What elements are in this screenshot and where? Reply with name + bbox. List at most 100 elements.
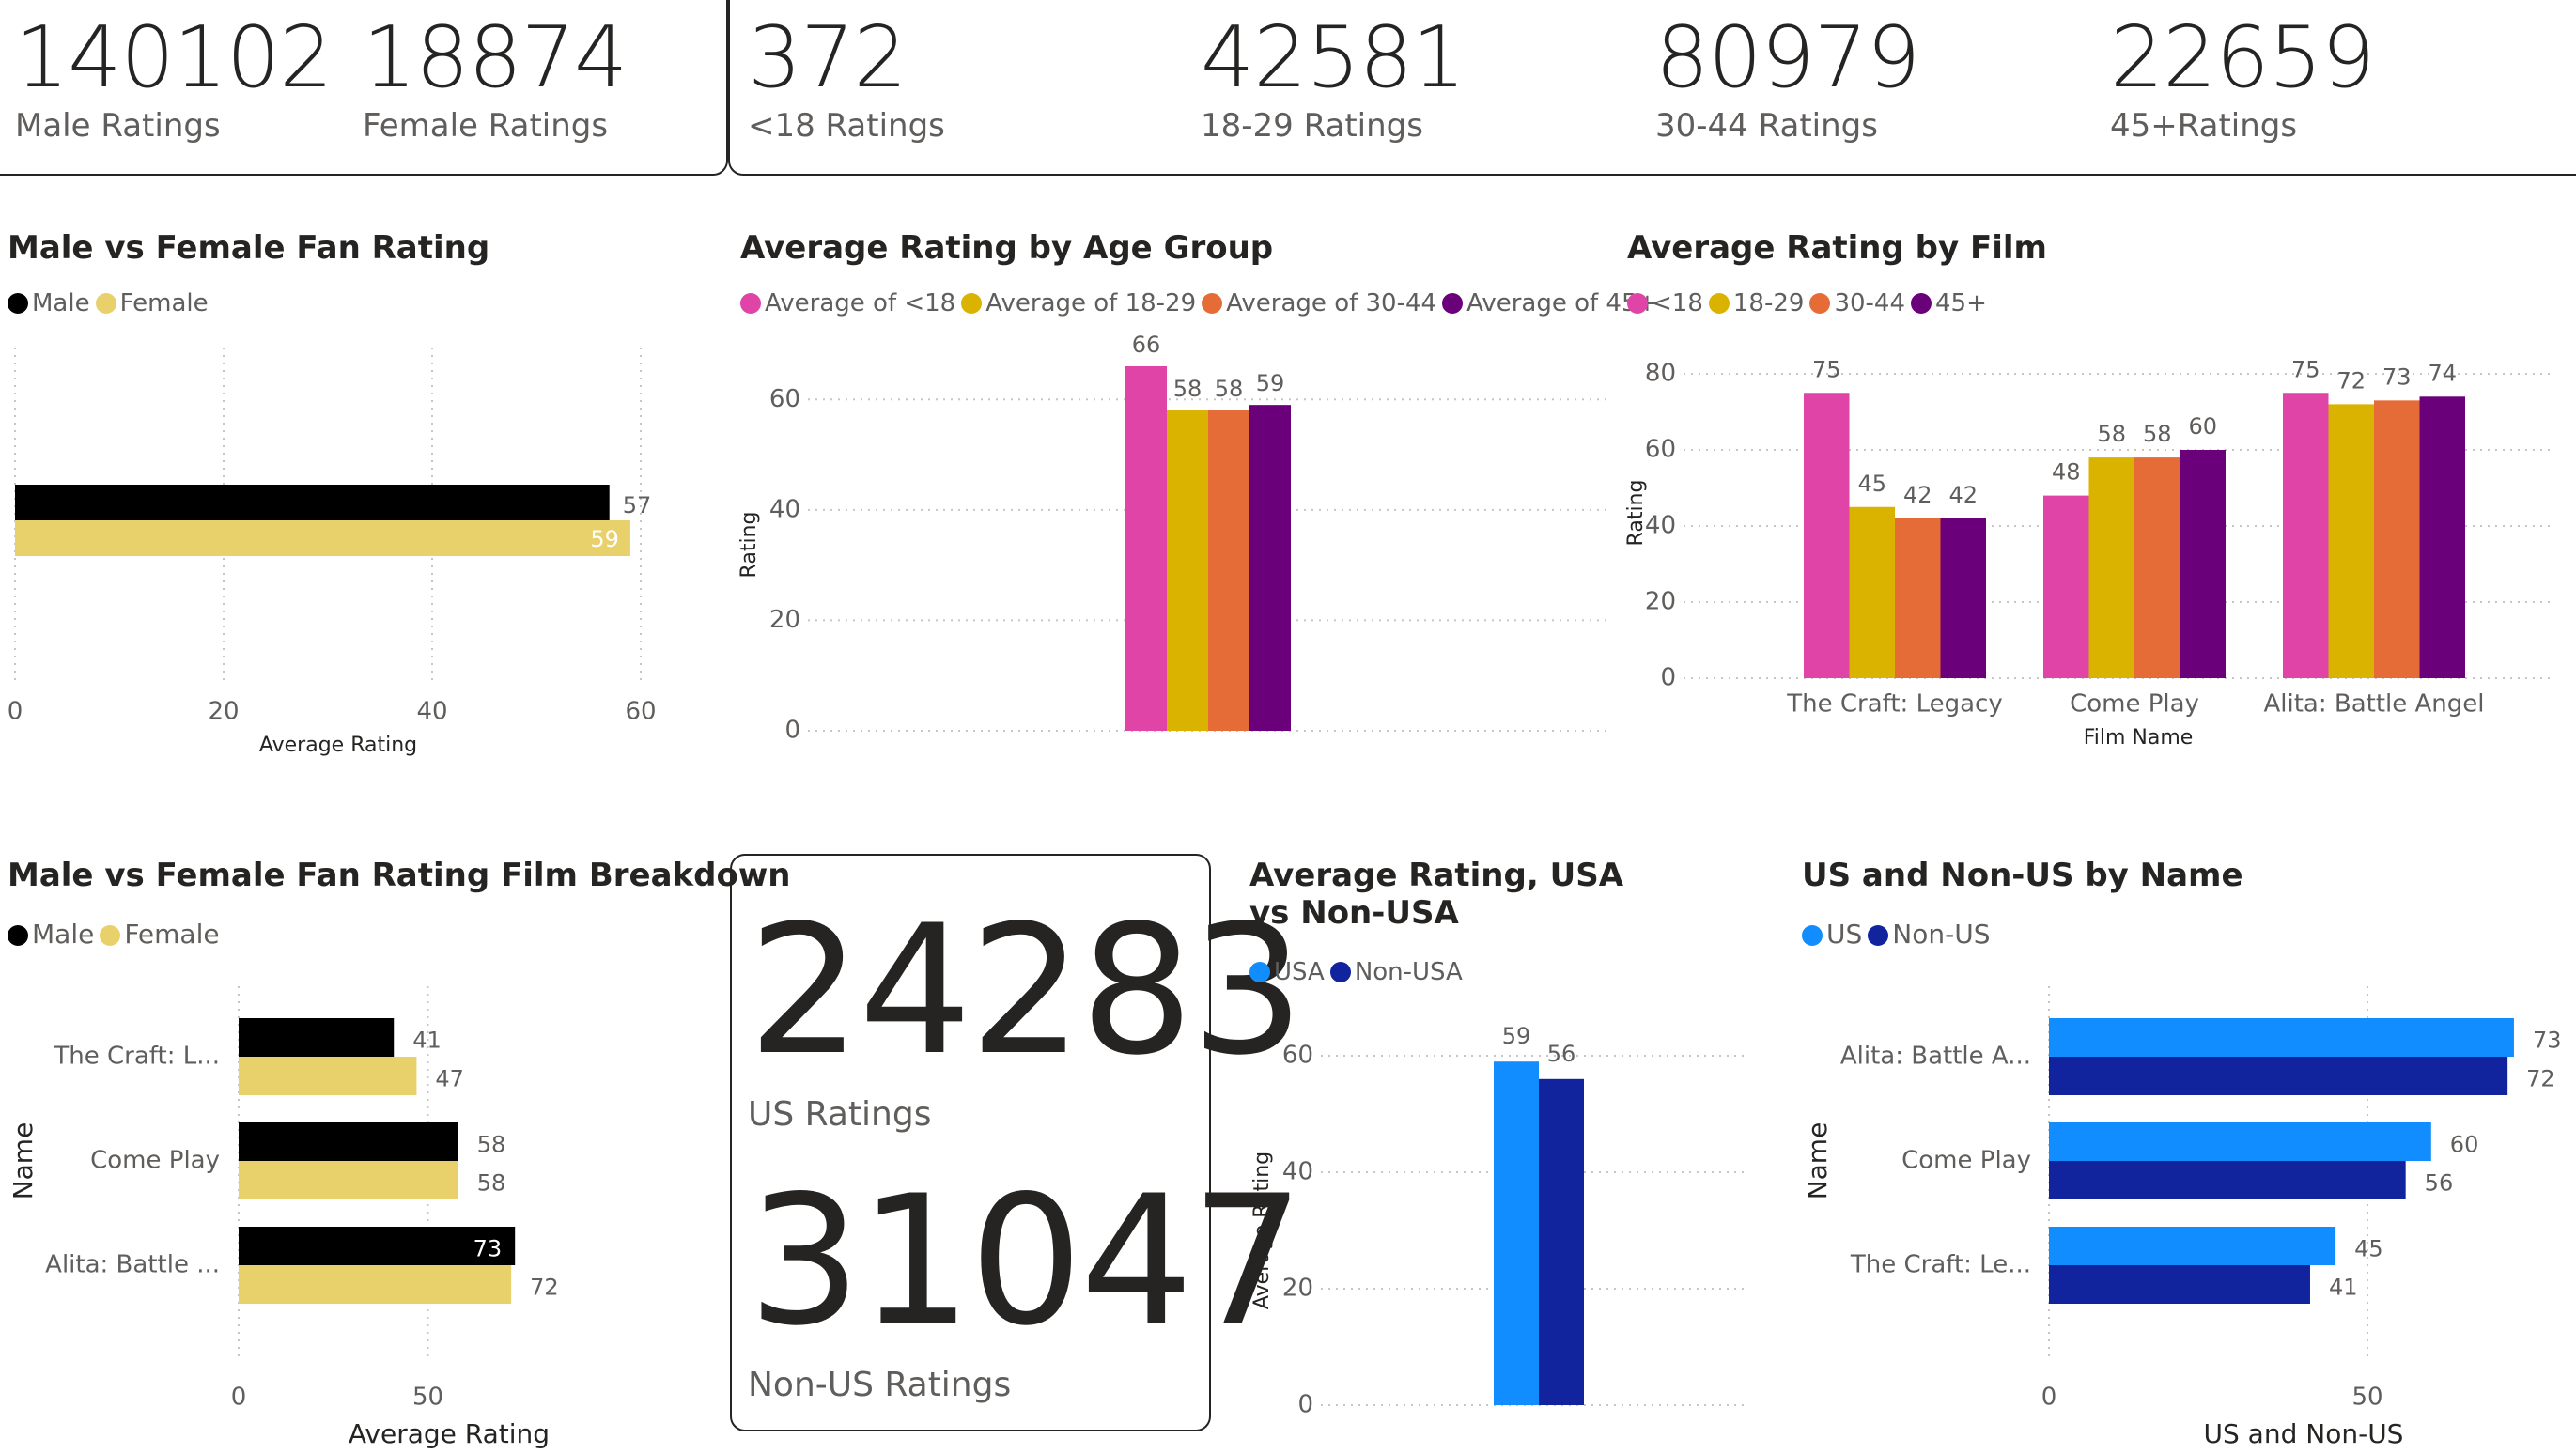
- x-tick-label: 0: [8, 698, 23, 726]
- chart-title: Male vs Female Fan Rating Film Breakdown: [8, 857, 791, 894]
- y-tick-label: 20: [1645, 588, 1676, 616]
- legend-label: Female: [119, 289, 209, 317]
- chart-title: Average Rating, USA vs Non-USA: [1249, 857, 1624, 932]
- y-axis-title: Average Rating: [1250, 1152, 1274, 1309]
- legend-label: US: [1826, 919, 1863, 950]
- data-label: 42: [1903, 482, 1932, 508]
- bar-female: [239, 1057, 417, 1095]
- legend-label: Non-US: [1892, 919, 1991, 950]
- legend-item[interactable]: USA: [1249, 958, 1325, 986]
- legend-item[interactable]: Male: [8, 289, 90, 317]
- bar--18: [2283, 393, 2329, 678]
- data-label: 56: [1547, 1041, 1576, 1067]
- us-nonus-by-name-chart: 0 50 US and Non-US Name Alita: Battle A... 73…: [1802, 986, 2562, 1449]
- y-tick-label: 60: [769, 385, 800, 413]
- bar-18-29: [2088, 457, 2134, 678]
- legend-dot-icon: [1708, 293, 1730, 314]
- kpi-label: Male Ratings: [15, 107, 221, 145]
- kpi-label: 30-44 Ratings: [1655, 107, 1878, 145]
- data-label: 58: [2143, 421, 2172, 447]
- legend-item[interactable]: 45+: [1911, 289, 1987, 317]
- bar-average-of-18: [1125, 366, 1167, 731]
- y-axis-title: Name: [8, 1122, 39, 1200]
- legend-item[interactable]: Female: [100, 919, 220, 950]
- kpi-18-29-ratings: 42581 18-29 Ratings: [1201, 11, 1466, 146]
- legend-item[interactable]: 18-29: [1708, 289, 1805, 317]
- data-label: 45: [2354, 1236, 2383, 1262]
- legend-item[interactable]: Male: [8, 919, 94, 950]
- legend-label: USA: [1274, 958, 1325, 986]
- legend-dot-icon: [740, 293, 761, 314]
- kpi-under18-ratings: 372 <18 Ratings: [748, 8, 945, 146]
- kpi-value: 372: [748, 8, 908, 107]
- y-tick-label: The Craft: Le...: [1850, 1251, 2031, 1279]
- legend-item[interactable]: Average of 18-29: [961, 289, 1196, 317]
- legend-item[interactable]: Female: [95, 289, 209, 317]
- legend-dot-icon: [1868, 925, 1889, 946]
- kpi-male-ratings: 140102 Male Ratings: [15, 11, 334, 146]
- kpi-value: 18874: [363, 8, 628, 107]
- kpi-label: 18-29 Ratings: [1201, 107, 1423, 145]
- legend-item[interactable]: Non-USA: [1329, 958, 1463, 986]
- legend-item[interactable]: Average of <18: [740, 289, 955, 317]
- data-label: 66: [1132, 332, 1161, 358]
- x-axis-title: Average Rating: [349, 1418, 550, 1449]
- x-axis-title: US and Non-US: [2204, 1418, 2404, 1449]
- legend-label: 18-29: [1732, 289, 1805, 317]
- y-axis-title: Name: [1802, 1122, 1833, 1200]
- legend-dot-icon: [1202, 293, 1223, 314]
- y-tick-label: Come Play: [90, 1147, 220, 1175]
- data-label: 58: [477, 1170, 506, 1197]
- data-label: 72: [2336, 367, 2366, 394]
- data-label: 75: [2291, 356, 2320, 382]
- kpi-label: 45+Ratings: [2110, 107, 2298, 145]
- data-label: 75: [1812, 356, 1841, 382]
- bar-average-of-30-44: [1208, 410, 1249, 731]
- legend-item[interactable]: <18: [1627, 289, 1703, 317]
- bar-male: [15, 485, 610, 520]
- data-label: 42: [1948, 482, 1978, 508]
- legend-item[interactable]: US: [1802, 919, 1862, 950]
- bar-45-: [2180, 450, 2226, 678]
- legend-item[interactable]: Non-US: [1868, 919, 1990, 950]
- y-tick-label: 40: [1645, 512, 1676, 540]
- data-label: 73: [2382, 364, 2412, 390]
- chart-legend: Male Female: [8, 289, 214, 317]
- y-tick-label: Alita: Battle ...: [45, 1251, 220, 1279]
- legend-item[interactable]: Average of 45+: [1442, 289, 1657, 317]
- bar-non-us: [2049, 1057, 2508, 1095]
- y-tick-label: Come Play: [1901, 1147, 2031, 1175]
- kpi-value: 80979: [1655, 8, 1920, 107]
- bar--18: [2043, 495, 2089, 678]
- x-tick-label: 40: [416, 698, 447, 726]
- data-label: 73: [473, 1236, 503, 1262]
- y-tick-label: 40: [1282, 1158, 1313, 1186]
- legend-label: 45+: [1935, 289, 1987, 317]
- legend-item[interactable]: 30-44: [1809, 289, 1905, 317]
- y-tick-label: 60: [1282, 1042, 1313, 1070]
- legend-dot-icon: [8, 925, 28, 946]
- data-label: 73: [2533, 1028, 2562, 1054]
- bar-us: [2049, 1122, 2431, 1161]
- bar-female: [15, 520, 630, 556]
- kpi-female-ratings: 18874 Female Ratings: [363, 8, 628, 146]
- kpi-label: US Ratings: [748, 1095, 932, 1134]
- y-tick-label: 20: [769, 606, 800, 634]
- y-axis-title: Rating: [737, 512, 761, 579]
- chart-legend: <18 18-29 30-44 45+: [1627, 289, 1993, 317]
- bar-average-of-18-29: [1167, 410, 1208, 731]
- bar-18-29: [2328, 404, 2374, 678]
- chart-title: Average Rating by Age Group: [740, 229, 1274, 267]
- legend-dot-icon: [1442, 293, 1464, 314]
- bar-average-of-45-: [1249, 405, 1291, 731]
- legend-item[interactable]: Average of 30-44: [1202, 289, 1436, 317]
- legend-dot-icon: [1802, 925, 1823, 946]
- bar--18: [1804, 393, 1850, 678]
- bar-45-: [2419, 396, 2465, 678]
- legend-dot-icon: [1809, 293, 1831, 314]
- x-tick-label: The Craft: Legacy: [1786, 690, 2002, 719]
- kpi-30-44-ratings: 80979 30-44 Ratings: [1655, 8, 1920, 146]
- age-group-rating-chart: 0 20 40 60 Rating 66 58 58 59: [737, 332, 1606, 745]
- data-label: 48: [2052, 459, 2081, 486]
